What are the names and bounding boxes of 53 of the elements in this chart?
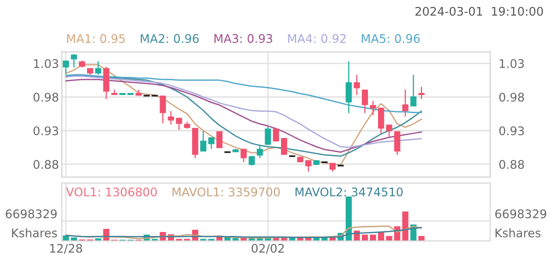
candlestick bbox=[176, 117, 182, 130]
candlestick bbox=[264, 126, 271, 146]
y-tick-label: 0.88 bbox=[34, 160, 58, 169]
y-tick-label: 0.98 bbox=[34, 92, 58, 102]
candlestick bbox=[402, 89, 408, 118]
candlestick bbox=[248, 156, 255, 166]
text: 2024-03-01 19:10:00 bbox=[415, 6, 543, 16]
text: MAVOL1: 3359700 bbox=[172, 187, 280, 196]
bar bbox=[362, 234, 368, 241]
text: 6698329 bbox=[6, 209, 57, 218]
candlestick bbox=[160, 95, 166, 124]
y2-tick-label: 1.03 bbox=[500, 59, 524, 68]
candlestick bbox=[362, 89, 368, 114]
candlestick bbox=[418, 86, 425, 100]
bar bbox=[386, 236, 392, 241]
candlestick bbox=[95, 60, 102, 76]
candlestick bbox=[370, 100, 376, 116]
text: MAVOL2: 3474510 bbox=[296, 187, 403, 196]
candlestick bbox=[346, 60, 352, 114]
candlestick bbox=[410, 74, 416, 107]
y-axis-title: Kshares bbox=[12, 228, 57, 238]
x-tick-label: 12/28 bbox=[50, 244, 82, 254]
candlestick bbox=[256, 144, 263, 159]
text: VOL1: 1306800 bbox=[66, 187, 157, 196]
bar bbox=[370, 234, 376, 241]
candlestick bbox=[103, 66, 110, 100]
y-tick-label: 1.03 bbox=[34, 59, 58, 68]
text: MA3: 0.93 bbox=[214, 34, 272, 43]
candlestick bbox=[200, 130, 206, 152]
bar bbox=[418, 236, 425, 241]
y2-tick-label: 0.98 bbox=[499, 92, 524, 102]
y2-tick-label: 0.88 bbox=[499, 160, 524, 169]
candlestick bbox=[378, 107, 384, 134]
text: MA2: 0.96 bbox=[140, 34, 199, 43]
x-tick-label: 02/02 bbox=[252, 244, 284, 254]
candlestick bbox=[394, 130, 400, 156]
candlestick bbox=[70, 53, 78, 68]
y2-tick-label: 0.93 bbox=[499, 126, 524, 136]
candlestick bbox=[272, 128, 280, 142]
y-tick-label: 0.93 bbox=[34, 126, 58, 136]
candlestick bbox=[168, 110, 174, 126]
text: MA4: 0.92 bbox=[288, 34, 346, 43]
candlestick bbox=[354, 74, 360, 96]
text: MA5: 0.96 bbox=[362, 34, 420, 43]
bar bbox=[346, 196, 352, 241]
candlestick bbox=[240, 148, 247, 163]
candlestick bbox=[386, 124, 392, 138]
candlestick bbox=[62, 60, 69, 75]
text: 6698329 bbox=[495, 209, 546, 218]
text: MA1: 0.95 bbox=[67, 34, 125, 43]
candlestick bbox=[281, 137, 288, 156]
candlestick bbox=[305, 160, 312, 172]
y2-axis-title: Kshares bbox=[496, 228, 540, 238]
